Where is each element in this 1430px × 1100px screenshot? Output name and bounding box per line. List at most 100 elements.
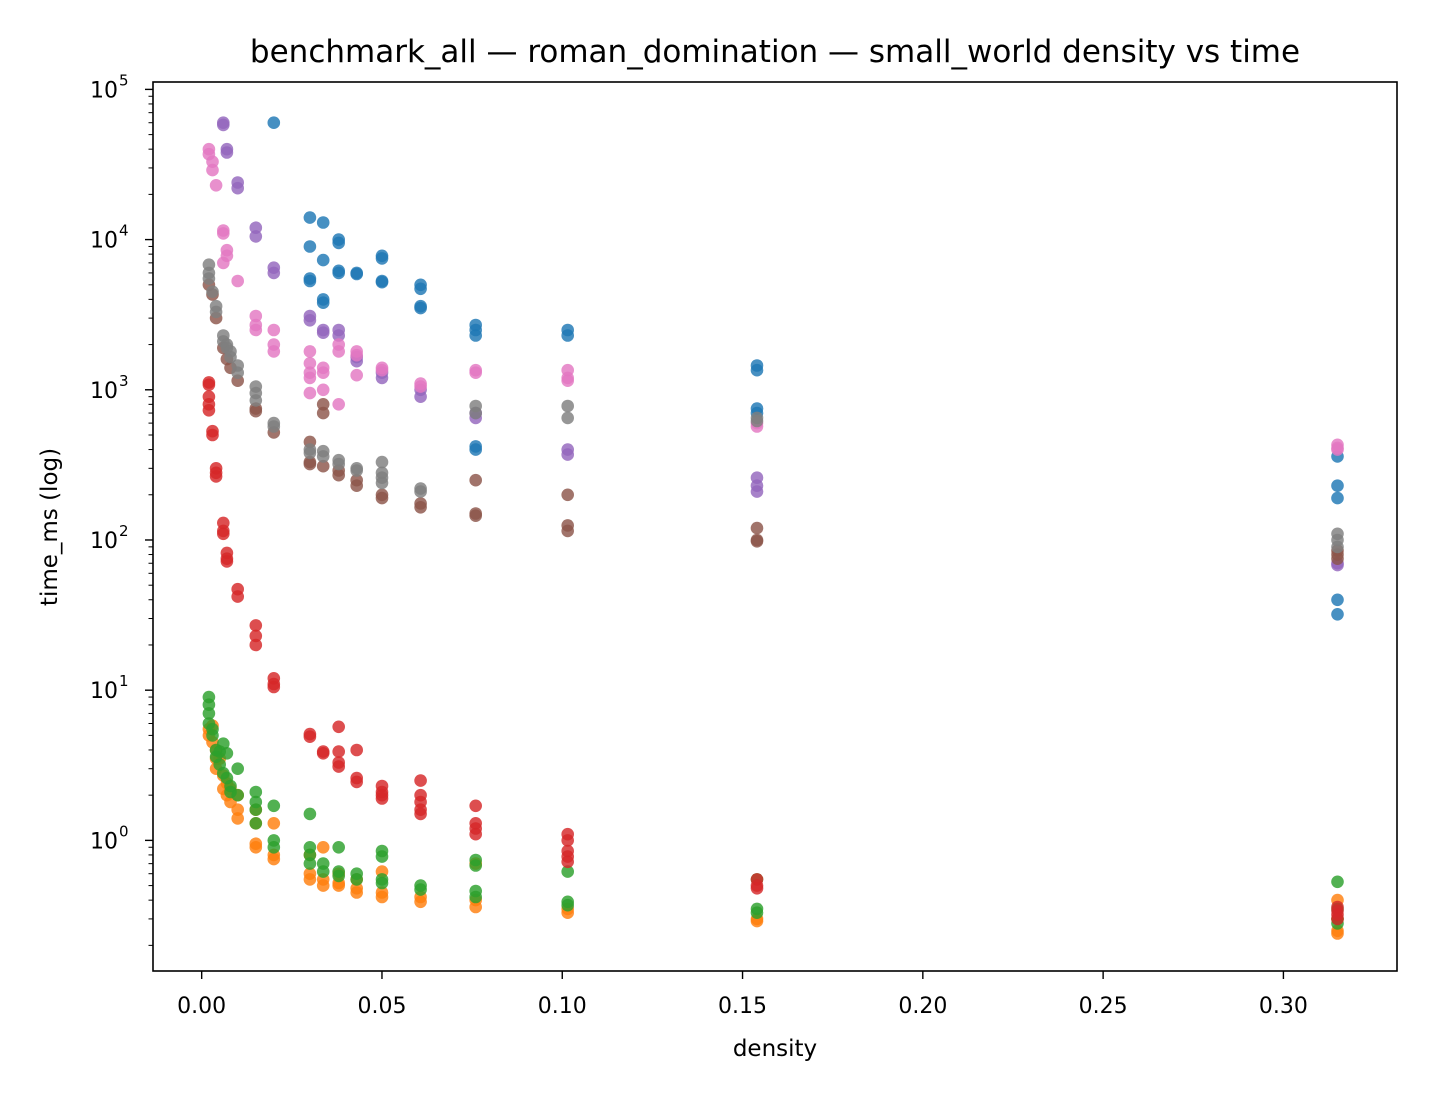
data-point xyxy=(350,464,364,477)
data-point xyxy=(414,895,427,909)
data-point xyxy=(303,274,317,288)
data-point xyxy=(469,329,483,342)
data-point xyxy=(414,807,427,821)
data-point xyxy=(267,345,281,358)
data-point xyxy=(224,350,237,364)
data-point xyxy=(267,680,281,694)
data-point xyxy=(375,252,389,265)
y-tick-exponent: 3 xyxy=(119,372,129,390)
data-point xyxy=(375,792,389,805)
data-point xyxy=(267,116,281,129)
data-point xyxy=(249,619,263,632)
data-point xyxy=(206,729,219,742)
data-point xyxy=(414,774,427,787)
data-point xyxy=(561,865,574,878)
data-point xyxy=(350,743,364,757)
data-point xyxy=(267,852,281,866)
data-point xyxy=(316,398,330,411)
data-point xyxy=(209,179,223,192)
data-point xyxy=(469,799,483,813)
data-point xyxy=(316,747,330,760)
data-point xyxy=(249,230,263,243)
series-5 xyxy=(202,278,1344,565)
y-tick-label: 10 xyxy=(90,829,118,854)
data-point xyxy=(206,285,219,299)
data-point xyxy=(249,638,263,652)
data-point xyxy=(303,857,317,870)
data-point xyxy=(316,865,330,878)
data-point xyxy=(202,378,216,392)
x-tick-label: 0.00 xyxy=(177,994,226,1019)
data-point xyxy=(332,879,346,892)
data-point xyxy=(249,323,263,337)
data-point xyxy=(561,374,574,388)
data-point xyxy=(375,275,389,289)
data-point xyxy=(303,314,317,327)
data-point xyxy=(375,363,389,377)
data-point xyxy=(231,274,244,288)
y-axis-label: time_ms (log) xyxy=(37,448,63,606)
series-7 xyxy=(202,258,1344,554)
data-point xyxy=(316,326,330,340)
data-point xyxy=(303,730,317,743)
data-point xyxy=(332,468,346,482)
data-point xyxy=(332,266,346,280)
data-point xyxy=(249,785,263,799)
data-point xyxy=(202,404,216,417)
data-point xyxy=(249,221,263,234)
data-point xyxy=(316,459,330,473)
data-point xyxy=(375,491,389,505)
data-point xyxy=(469,443,483,456)
data-point xyxy=(750,521,764,535)
data-point xyxy=(206,163,219,177)
data-point xyxy=(561,855,574,869)
data-point xyxy=(316,879,330,892)
data-point xyxy=(231,788,244,802)
data-point xyxy=(303,371,317,385)
data-point xyxy=(375,890,389,904)
data-point xyxy=(217,737,230,750)
data-point xyxy=(332,841,346,854)
data-point xyxy=(267,817,281,830)
data-point xyxy=(469,509,483,522)
data-point xyxy=(267,799,281,813)
data-point xyxy=(750,363,764,377)
data-point xyxy=(303,457,317,471)
data-point xyxy=(267,841,281,854)
data-point xyxy=(316,366,330,380)
x-axis: 0.00 0.05 0.10 0.15 0.20 0.25 0.30 xyxy=(177,971,1308,1019)
y-tick-exponent: 5 xyxy=(119,71,129,89)
series-0 xyxy=(267,116,1344,621)
data-point xyxy=(202,698,216,711)
data-point xyxy=(750,906,764,919)
series-2 xyxy=(202,690,1344,930)
y-tick-label: 10 xyxy=(90,229,118,254)
data-point xyxy=(267,420,281,433)
data-point xyxy=(332,398,346,411)
plot-frame xyxy=(152,81,1398,972)
data-point xyxy=(561,488,574,502)
data-point xyxy=(303,446,317,460)
data-point xyxy=(1331,491,1344,505)
data-point xyxy=(209,470,223,483)
data-point xyxy=(267,323,281,337)
data-point xyxy=(303,211,317,224)
data-point xyxy=(332,745,346,758)
data-point xyxy=(231,762,244,775)
data-point xyxy=(561,448,574,461)
data-point xyxy=(1331,912,1344,926)
x-tick-label: 0.20 xyxy=(898,994,947,1019)
data-point xyxy=(469,406,483,420)
data-point xyxy=(316,406,330,420)
data-point xyxy=(1331,552,1344,565)
data-point xyxy=(375,455,389,469)
x-tick-label: 0.05 xyxy=(357,994,406,1019)
data-point xyxy=(249,309,263,323)
x-axis-label: density xyxy=(733,1036,817,1062)
data-point xyxy=(561,898,574,912)
data-point xyxy=(1331,540,1344,554)
data-point xyxy=(350,348,364,362)
data-point xyxy=(209,305,223,319)
data-point xyxy=(350,368,364,382)
